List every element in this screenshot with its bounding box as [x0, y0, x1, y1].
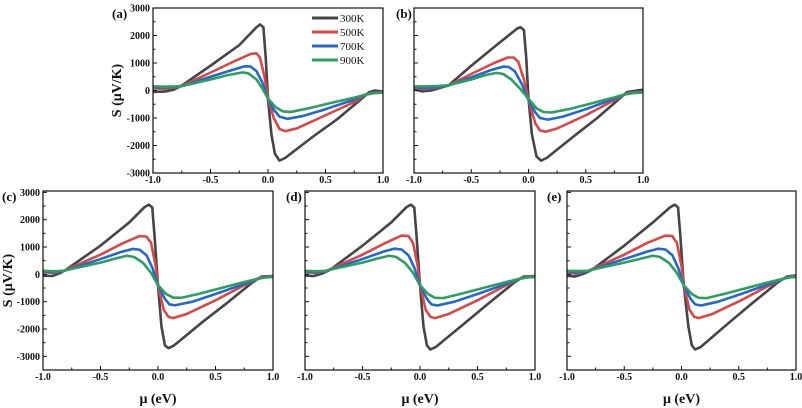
x-tick-label: -0.5	[616, 372, 632, 383]
x-tick-label: -0.5	[463, 175, 479, 186]
panel-c: -1.0 -0.5 0.0 0.5 1.0 3000 2000 1000 0 -1000 -2000…	[1, 188, 279, 407]
x-tick-label: 0.0	[262, 175, 275, 186]
y-tick-label: 0	[145, 86, 150, 97]
panel-d: -1.0 -0.5 0.0 0.5 1.0 (d) μ (eV)	[286, 189, 541, 407]
y-tick-label: -1000	[127, 114, 150, 125]
panel-b: -1.0 -0.5 0.0 0.5 1.0 (b)	[396, 6, 649, 186]
series-line-500K	[305, 234, 535, 320]
series-group	[567, 203, 796, 351]
panel-label: (a)	[112, 6, 127, 21]
y-tick-label: -1000	[17, 297, 40, 308]
series-group	[43, 203, 273, 350]
x-tick-label: -0.5	[203, 175, 219, 186]
panel-label: (b)	[396, 6, 412, 21]
x-tick-label: -0.5	[93, 372, 109, 383]
panel-label: (d)	[286, 189, 302, 204]
legend-label-500K: 500K	[340, 27, 365, 39]
x-tick-label: 1.0	[790, 372, 802, 383]
x-tick-label: 0.0	[152, 372, 165, 383]
x-tick-label: 1.0	[529, 372, 542, 383]
panel-label: (e)	[547, 189, 561, 204]
x-tick-label: 1.0	[377, 175, 390, 186]
x-tick-label: -0.5	[355, 372, 371, 383]
series-line-900K	[153, 71, 383, 114]
series-line-300K	[43, 203, 273, 350]
y-tick-label: 3000	[130, 4, 150, 15]
x-tick-label: 0.5	[319, 175, 332, 186]
y-axis-title: S (μV/K)	[110, 63, 125, 117]
legend: 300K 500K 700K 900K	[312, 13, 365, 67]
x-tick-label: 1.0	[637, 175, 650, 186]
series-line-900K	[305, 254, 535, 300]
y-tick-label: -3000	[17, 352, 40, 363]
x-tick-label: -1.0	[35, 372, 51, 383]
series-line-300K	[414, 25, 643, 162]
y-tick-label: 3000	[20, 188, 40, 199]
panel-e: -1.0 -0.5 0.0 0.5 1.0 (e) μ (eV)	[547, 189, 802, 407]
x-tick-label: 0.0	[522, 175, 535, 186]
x-tick-label: 0.5	[733, 372, 746, 383]
x-tick-label: -1.0	[559, 372, 575, 383]
y-tick-label: 1000	[130, 59, 150, 70]
y-axis-title: S (μV/K)	[1, 253, 16, 307]
x-tick-label: 1.0	[267, 372, 280, 383]
x-tick-label: 0.5	[209, 372, 222, 383]
series-line-500K	[414, 56, 643, 134]
x-tick-label: 0.5	[471, 372, 484, 383]
y-tick-label: -2000	[127, 141, 150, 152]
series-line-900K	[567, 254, 796, 300]
legend-label-700K: 700K	[340, 41, 365, 53]
y-tick-label: 2000	[20, 215, 40, 226]
y-tick-label: 2000	[130, 31, 150, 42]
x-tick-label: 0.0	[414, 372, 427, 383]
legend-label-300K: 300K	[340, 13, 365, 25]
series-line-900K	[414, 71, 643, 114]
panel-a: -1.0 -0.5 0.0 0.5 1.0 3000 2000 1000 0 -1000 -2000…	[110, 4, 389, 187]
x-tick-label: -1.0	[406, 175, 422, 186]
series-line-500K	[567, 234, 796, 320]
series-group	[305, 203, 535, 351]
y-tick-label: -3000	[127, 169, 150, 180]
series-line-500K	[43, 234, 273, 320]
y-tick-label: 0	[35, 270, 40, 281]
series-group	[153, 23, 383, 162]
x-axis-title: μ (eV)	[401, 392, 438, 407]
series-group	[414, 25, 643, 162]
x-tick-label: -1.0	[145, 175, 161, 186]
x-axis-title: μ (eV)	[139, 392, 176, 407]
x-axis-title: μ (eV)	[663, 392, 700, 407]
y-tick-label: 1000	[20, 243, 40, 254]
x-tick-label: 0.0	[675, 372, 688, 383]
x-tick-label: -1.0	[297, 372, 313, 383]
panel-label: (c)	[2, 189, 16, 204]
x-tick-label: 0.5	[580, 175, 593, 186]
legend-label-900K: 900K	[340, 55, 365, 67]
series-line-900K	[43, 254, 273, 300]
y-tick-label: -2000	[17, 325, 40, 336]
